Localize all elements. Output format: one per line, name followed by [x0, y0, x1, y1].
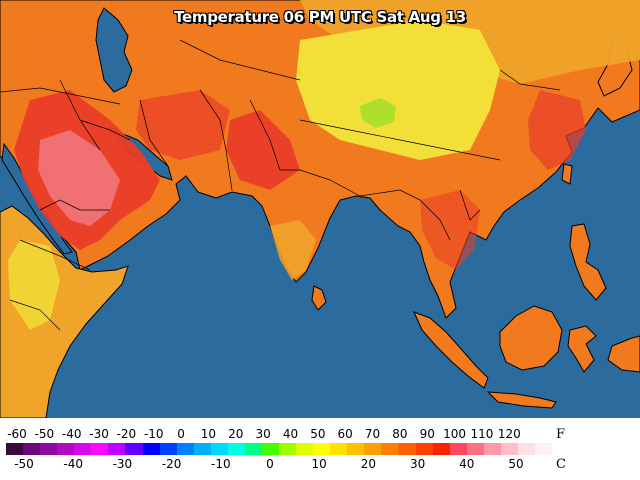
sumatra	[413, 311, 489, 389]
color-scale-step	[466, 443, 484, 455]
color-scale-step	[40, 443, 58, 455]
tibet-green-zone	[360, 98, 396, 128]
fahrenheit-tick-label: 90	[419, 427, 435, 441]
tibet-yellow-zone	[296, 20, 500, 160]
fahrenheit-tick-label: 50	[310, 427, 326, 441]
color-scale-step	[415, 443, 433, 455]
fahrenheit-tick-label: -50	[34, 427, 55, 441]
fahrenheit-tick-label: 60	[337, 427, 353, 441]
temperature-map	[0, 0, 640, 418]
sulawesi	[567, 325, 597, 373]
color-scale-step	[159, 443, 177, 455]
color-scale-step	[193, 443, 211, 455]
celsius-tick-label: 20	[360, 457, 377, 471]
celsius-tick-label: 30	[409, 457, 426, 471]
celsius-tick-label: -10	[210, 457, 231, 471]
color-scale-step	[347, 443, 365, 455]
fahrenheit-tick-label: 10	[200, 427, 217, 441]
color-scale-step	[517, 443, 535, 455]
celsius-tick-label: -40	[63, 457, 83, 471]
celsius-tick-label: -30	[112, 457, 133, 471]
celsius-unit-label: C	[556, 457, 566, 472]
south-india-zone	[270, 220, 316, 280]
temperature-color-scale	[6, 443, 552, 455]
fahrenheit-tick-label: 0	[177, 427, 185, 441]
color-scale-step	[57, 443, 75, 455]
color-scale-step	[364, 443, 382, 455]
country-borders	[0, 39, 561, 331]
iran-hot-zone	[136, 90, 230, 160]
ethiopia-cool-zone	[8, 240, 60, 330]
fahrenheit-tick-label: 20	[228, 427, 244, 441]
color-scale-step	[313, 443, 331, 455]
color-scale-step	[500, 443, 518, 455]
fahrenheit-unit-label: F	[556, 427, 566, 442]
color-scale-step	[449, 443, 467, 455]
new-guinea	[607, 335, 640, 373]
color-scale-step	[279, 443, 297, 455]
south-china-zone	[528, 90, 586, 170]
color-scale-step	[74, 443, 92, 455]
fahrenheit-tick-label: 30	[255, 427, 271, 441]
taiwan	[561, 163, 573, 185]
temperature-shading	[8, 0, 640, 330]
fahrenheit-tick-label: 80	[392, 427, 408, 441]
color-scale-step	[432, 443, 450, 455]
fahrenheit-tick-label: 120	[497, 427, 521, 441]
borneo	[499, 305, 563, 371]
color-scale-step	[398, 443, 416, 455]
temperature-legend: -60 -50 -40 -30 -20 -10 0 10 20 30 40 50 60 70 80 90 100…	[0, 418, 640, 480]
arabia-very-hot-zone	[38, 130, 120, 226]
philippines	[569, 223, 607, 301]
color-scale-step	[142, 443, 160, 455]
color-scale-step	[125, 443, 143, 455]
color-scale-step	[330, 443, 348, 455]
fahrenheit-tick-label: -40	[61, 427, 82, 441]
fahrenheit-tick-label: 110	[470, 427, 494, 441]
color-scale-step	[108, 443, 126, 455]
color-scale-step	[534, 443, 552, 455]
color-scale-step	[210, 443, 228, 455]
fahrenheit-tick-label: -10	[143, 427, 164, 441]
celsius-tick-label: -20	[161, 457, 182, 471]
color-scale-step	[6, 443, 24, 455]
sri-lanka	[311, 285, 327, 311]
color-scale-step	[23, 443, 41, 455]
fahrenheit-tick-label: -60	[7, 427, 27, 441]
fahrenheit-tick-label: -20	[116, 427, 137, 441]
fahrenheit-tick-label: -30	[89, 427, 109, 441]
fahrenheit-tick-label: 100	[443, 427, 467, 441]
color-scale-step	[261, 443, 279, 455]
celsius-tick-label: 10	[311, 457, 327, 471]
color-scale-step	[483, 443, 501, 455]
fahrenheit-tick-label: 70	[364, 427, 381, 441]
caspian-sea	[95, 7, 133, 93]
color-scale-step	[244, 443, 262, 455]
celsius-tick-label: 0	[266, 457, 274, 471]
color-scale-step	[296, 443, 314, 455]
celsius-tick-label: -50	[14, 457, 34, 471]
color-scale-step	[381, 443, 399, 455]
color-scale-step	[227, 443, 245, 455]
celsius-tick-label: 50	[508, 457, 524, 471]
java	[486, 391, 557, 409]
indochina-zone	[420, 190, 480, 270]
map-title: Temperature 06 PM UTC Sat Aug 13	[174, 8, 466, 26]
color-scale-step	[91, 443, 109, 455]
color-scale-step	[176, 443, 194, 455]
fahrenheit-tick-label: 40	[282, 427, 299, 441]
celsius-tick-label: 40	[459, 457, 475, 471]
